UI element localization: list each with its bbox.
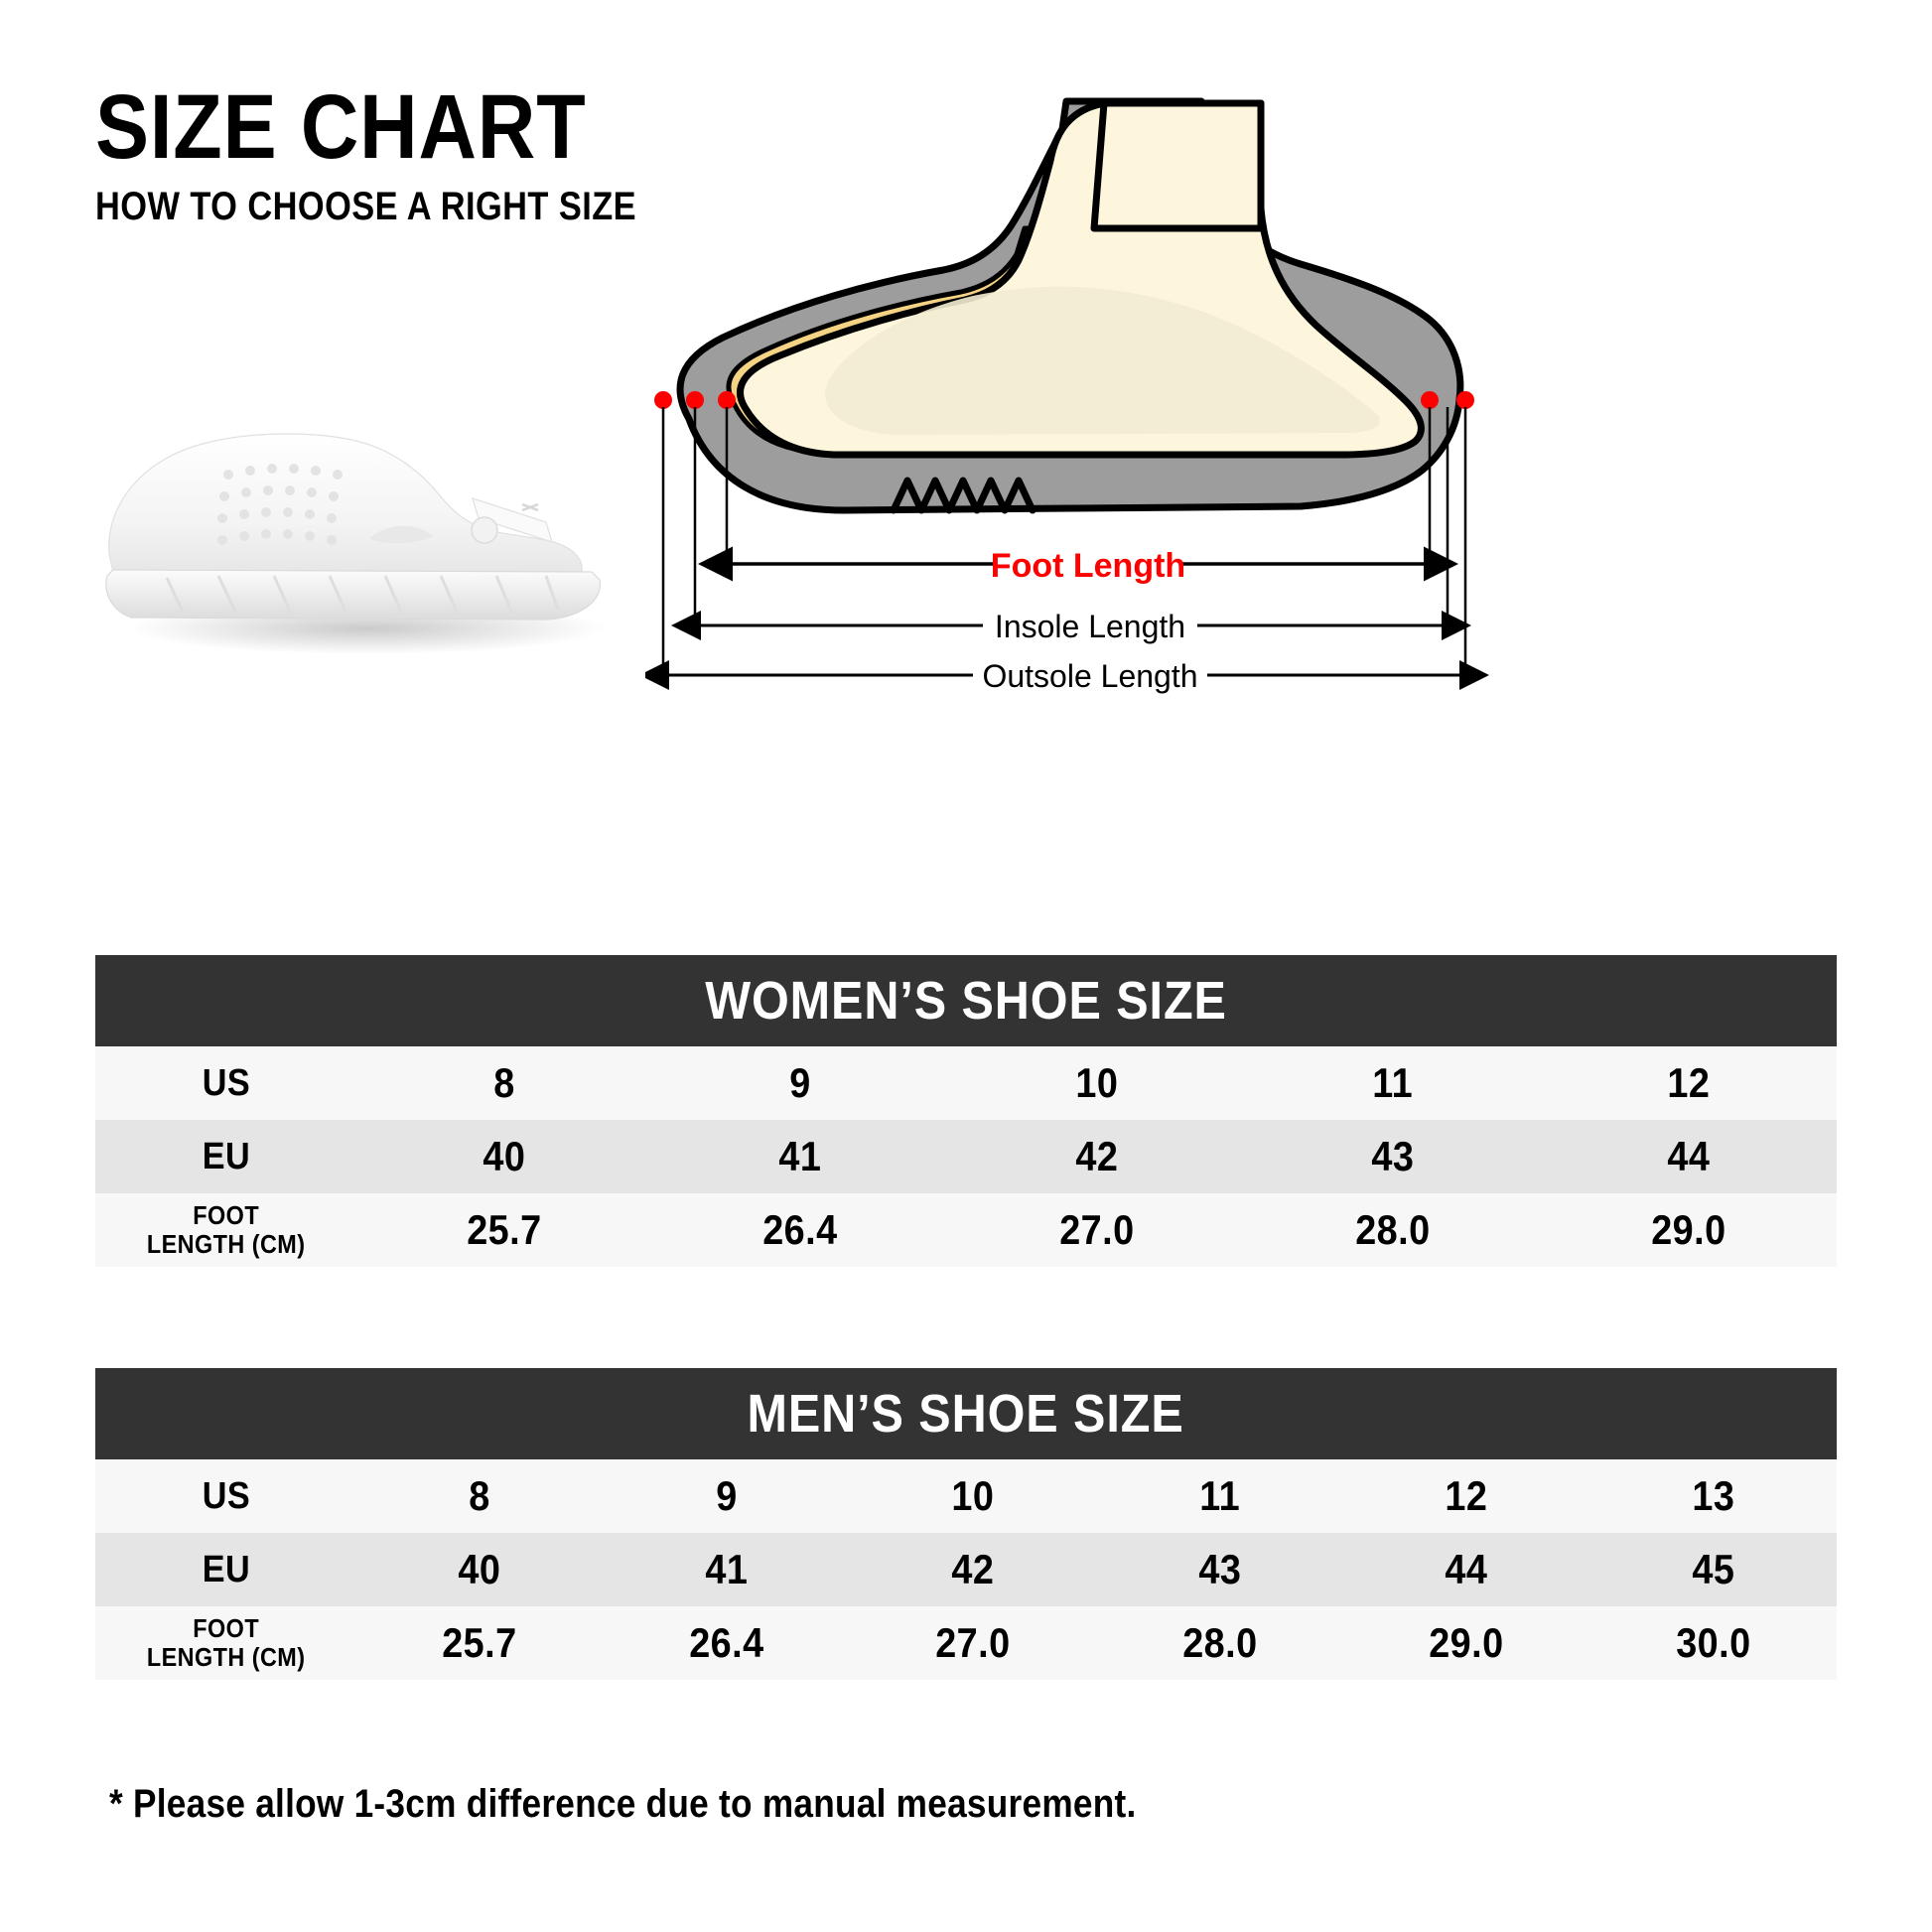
table-cell: 11 bbox=[1372, 1059, 1414, 1106]
mens-table-grid: US 8 9 10 11 12 13 EU 40 41 42 43 44 45 FOOT LENGTH (CM… bbox=[95, 1459, 1837, 1680]
table-cell: 27.0 bbox=[1058, 1206, 1135, 1253]
diagram-left-markers bbox=[654, 391, 736, 409]
table-cell: 26.4 bbox=[689, 1619, 764, 1666]
page-subtitle: HOW TO CHOOSE A RIGHT SIZE bbox=[95, 185, 637, 229]
table-row: FOOT LENGTH (CM) 25.7 26.4 27.0 28.0 29.0 bbox=[95, 1193, 1837, 1267]
shoe-heel-strap bbox=[472, 497, 553, 543]
page-header: SIZE CHART HOW TO CHOOSE A RIGHT SIZE bbox=[95, 76, 850, 229]
dimension-outsole-length-label: Outsole Length bbox=[982, 658, 1197, 694]
row-label-foot-length-cm: FOOT LENGTH (CM) bbox=[146, 1199, 306, 1259]
row-label-foot-length-cm: FOOT LENGTH (CM) bbox=[146, 1612, 306, 1672]
table-cell: 11 bbox=[1199, 1472, 1241, 1519]
table-cell: 26.4 bbox=[762, 1206, 839, 1253]
table-cell: 45 bbox=[1692, 1546, 1735, 1592]
row-label-eu: EU bbox=[202, 1135, 250, 1177]
shoe-strap-logo bbox=[521, 502, 539, 512]
table-cell: 25.7 bbox=[442, 1619, 518, 1666]
womens-table-banner: WOMEN’S SHOE SIZE bbox=[95, 955, 1837, 1046]
marker-dot-foot-left bbox=[718, 391, 736, 409]
womens-table-grid: US 8 9 10 11 12 EU 40 41 42 43 44 FOOT LENGTH (CM) 25.… bbox=[95, 1046, 1837, 1267]
foot-measurement-diagram: Foot Length Insole Length Outsole Length bbox=[639, 89, 1866, 705]
table-cell: 29.0 bbox=[1429, 1619, 1504, 1666]
table-cell: 12 bbox=[1445, 1472, 1488, 1519]
measurement-disclaimer: * Please allow 1-3cm difference due to m… bbox=[109, 1782, 1137, 1826]
table-cell: 44 bbox=[1667, 1133, 1711, 1179]
shoe-outsole bbox=[105, 569, 602, 621]
table-cell: 29.0 bbox=[1651, 1206, 1726, 1253]
row-label-us: US bbox=[202, 1474, 250, 1517]
row-label-us: US bbox=[202, 1061, 250, 1104]
page-title: SIZE CHART bbox=[95, 76, 587, 178]
marker-dot-insole-left bbox=[686, 391, 704, 409]
dimension-outsole-length: Outsole Length bbox=[639, 658, 1489, 694]
table-cell: 28.0 bbox=[1182, 1619, 1258, 1666]
table-cell: 10 bbox=[1075, 1059, 1118, 1106]
table-cell: 25.7 bbox=[467, 1206, 542, 1253]
table-row: US 8 9 10 11 12 bbox=[95, 1046, 1837, 1120]
table-cell: 8 bbox=[469, 1472, 491, 1519]
dimension-foot-length: Foot Length bbox=[698, 546, 1458, 585]
marker-dot-foot-right bbox=[1421, 391, 1439, 409]
table-cell: 42 bbox=[951, 1546, 995, 1592]
table-cell: 43 bbox=[1198, 1546, 1242, 1592]
mens-table-banner: MEN’S SHOE SIZE bbox=[95, 1368, 1837, 1459]
table-row: EU 40 41 42 43 44 bbox=[95, 1120, 1837, 1193]
table-cell: 44 bbox=[1445, 1546, 1488, 1592]
table-cell: 13 bbox=[1692, 1472, 1735, 1519]
marker-dot-outsole-left bbox=[654, 391, 672, 409]
table-cell: 27.0 bbox=[935, 1619, 1011, 1666]
product-photo-clog-shoe bbox=[79, 387, 635, 675]
table-cell: 30.0 bbox=[1676, 1619, 1751, 1666]
mens-table-banner-text: MEN’S SHOE SIZE bbox=[747, 1384, 1185, 1444]
shoe-toe-slit bbox=[369, 525, 433, 544]
diagram-leg bbox=[1090, 99, 1265, 232]
shoe-upper bbox=[108, 433, 583, 583]
table-cell: 9 bbox=[716, 1472, 738, 1519]
table-row: US 8 9 10 11 12 13 bbox=[95, 1459, 1837, 1533]
diagram-right-markers bbox=[1421, 391, 1474, 409]
row-label-eu: EU bbox=[202, 1548, 250, 1590]
womens-table-body: US 8 9 10 11 12 EU 40 41 42 43 44 FOOT LENGTH (CM) 25.… bbox=[95, 1046, 1837, 1267]
table-cell: 8 bbox=[493, 1059, 515, 1106]
womens-table-banner-text: WOMEN’S SHOE SIZE bbox=[705, 971, 1227, 1031]
shoe-vent-holes bbox=[217, 464, 343, 545]
shoe-strap-rivet bbox=[471, 516, 498, 544]
table-cell: 41 bbox=[705, 1546, 749, 1592]
diagram-tread-pattern bbox=[890, 477, 1036, 514]
table-cell: 28.0 bbox=[1355, 1206, 1431, 1253]
marker-dot-outsole-right bbox=[1456, 391, 1474, 409]
table-row: EU 40 41 42 43 44 45 bbox=[95, 1533, 1837, 1606]
diagram-foot-shading bbox=[825, 286, 1380, 435]
table-cell: 40 bbox=[483, 1133, 526, 1179]
mens-size-table: MEN’S SHOE SIZE US 8 9 10 11 12 13 EU 40 41 42 43 44… bbox=[95, 1368, 1837, 1680]
dimension-insole-length-label: Insole Length bbox=[995, 609, 1185, 644]
table-cell: 42 bbox=[1075, 1133, 1118, 1179]
shoe-tread-lugs bbox=[165, 575, 560, 617]
table-cell: 41 bbox=[778, 1133, 822, 1179]
table-cell: 12 bbox=[1667, 1059, 1711, 1106]
womens-size-table: WOMEN’S SHOE SIZE US 8 9 10 11 12 EU 40 41 42 43 44… bbox=[95, 955, 1837, 1267]
table-cell: 10 bbox=[951, 1472, 995, 1519]
table-cell: 43 bbox=[1371, 1133, 1415, 1179]
dimension-foot-length-label: Foot Length bbox=[991, 547, 1185, 585]
table-cell: 9 bbox=[789, 1059, 812, 1106]
dimension-insole-length: Insole Length bbox=[671, 609, 1471, 644]
table-row: FOOT LENGTH (CM) 25.7 26.4 27.0 28.0 29.0 30.0 bbox=[95, 1606, 1837, 1680]
mens-table-body: US 8 9 10 11 12 13 EU 40 41 42 43 44 45 FOOT LENGTH (CM… bbox=[95, 1459, 1837, 1680]
table-cell: 40 bbox=[458, 1546, 501, 1592]
